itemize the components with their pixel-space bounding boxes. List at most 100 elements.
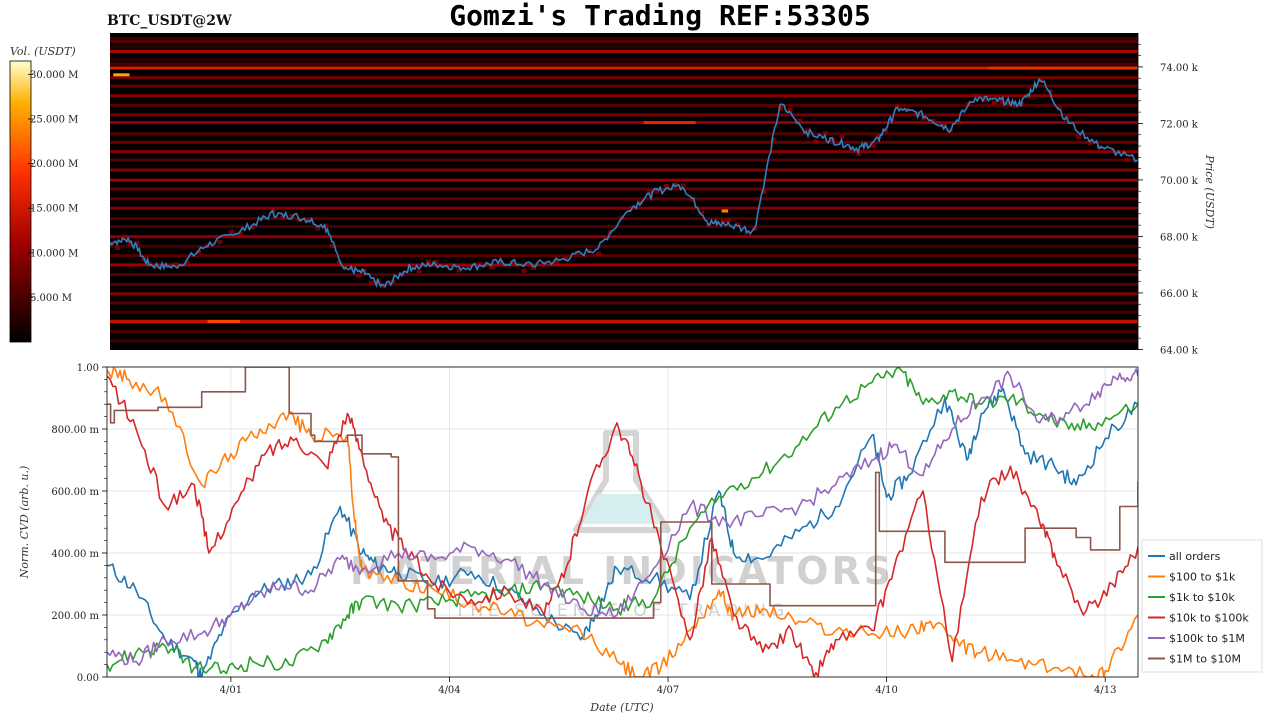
heatmap-level (110, 320, 1138, 324)
heatmap-level (110, 329, 1138, 333)
heatmap-level (110, 339, 1138, 343)
colorbar-ticks: 30.000 M 25.000 M 20.000 M 15.000 M 10.000 M… (28, 70, 78, 304)
trade-dot (368, 280, 374, 285)
price-line (110, 77, 1138, 289)
trade-dot (956, 120, 962, 125)
colorbar-tick-label: 25.000 M (30, 114, 78, 125)
trade-dot (856, 151, 862, 156)
trade-dot (1087, 141, 1093, 146)
cvd-y-tick-label: 800.00 m (51, 425, 99, 436)
heatmap-level (110, 62, 1138, 66)
heatmap-panel: 74.00 k 72.00 k 70.00 k 68.00 k 66.00 k 64.00… (110, 33, 1216, 356)
trade-dot (699, 210, 705, 215)
heatmap-level (110, 49, 1138, 53)
heatmap-level (110, 310, 1138, 314)
cvd-y-axis-label: Norm. CVD (arb. u.) (18, 466, 31, 580)
trade-dot (217, 239, 223, 244)
price-tick-label: 72.00 k (1160, 119, 1199, 130)
cvd-y-tick-label: 0.00 (77, 673, 99, 684)
trade-dot (477, 262, 483, 267)
trade-dot (563, 255, 569, 260)
chart-title: Gomzi's Trading REF:53305 (449, 0, 870, 32)
trade-dot (489, 265, 495, 270)
cvd-x-tick-label: 4/10 (875, 685, 897, 696)
price-axis-label: Price (USDT) (1203, 154, 1216, 229)
heatmap-level (110, 94, 1138, 98)
trade-dot (456, 268, 462, 273)
price-tick-label: 74.00 k (1160, 63, 1199, 74)
trade-dot (184, 260, 190, 265)
heatmap-level (110, 168, 1138, 172)
colorbar-tick-label: 20.000 M (30, 159, 78, 170)
legend-entry: $100k to $1M (1169, 632, 1245, 645)
legend-entry: $100 to $1k (1169, 571, 1236, 584)
trade-dot (680, 183, 686, 188)
heatmap-hot-spot (643, 121, 696, 125)
trade-dot (509, 260, 515, 265)
heatmap-hot-spot (721, 209, 729, 213)
heatmap-hot-spot (207, 319, 241, 323)
cvd-y-tick-label: 400.00 m (51, 549, 99, 560)
heatmap-level (110, 235, 1138, 239)
heatmap-hot-spot (988, 66, 1138, 70)
trade-dot (1013, 103, 1019, 108)
trade-dot (726, 218, 732, 223)
trade-dot (999, 99, 1005, 104)
trade-dot (238, 232, 244, 237)
heatmap-level (110, 158, 1138, 162)
heatmap-level (110, 66, 1138, 70)
trade-dot (1096, 144, 1102, 149)
trade-dot (1124, 157, 1130, 162)
heatmap-level (110, 263, 1138, 267)
heatmap-level (110, 39, 1138, 43)
colorbar-tick-label: 30.000 M (30, 70, 78, 81)
trade-dot (249, 225, 255, 230)
flask-icon (573, 430, 671, 533)
symbol-label: BTC_USDT@2W (107, 13, 232, 29)
heatmap-level (110, 301, 1138, 305)
trade-dot (1056, 106, 1062, 111)
cvd-x-axis: 4/01 4/04 4/07 4/10 4/13 (220, 677, 1116, 696)
trade-dot (554, 259, 560, 264)
heatmap-level (110, 292, 1138, 296)
heatmap-level (110, 282, 1138, 286)
legend-box (1141, 539, 1263, 673)
trade-dot (1076, 135, 1082, 140)
cvd-series (107, 367, 1138, 677)
trade-dot (735, 222, 741, 227)
price-tick-label: 70.00 k (1160, 176, 1199, 187)
trade-dot (433, 259, 439, 264)
price-axis: 74.00 k 72.00 k 70.00 k 68.00 k 66.00 k 64.00… (1137, 33, 1199, 356)
heatmap-level (110, 273, 1138, 277)
heatmap-level (110, 150, 1138, 154)
cvd-y-tick-label: 1.00 (77, 363, 99, 374)
heatmap-hot-spot (113, 73, 130, 77)
trade-dot (425, 259, 431, 264)
heatmap-level (110, 45, 1138, 49)
heatmap-level (110, 244, 1138, 248)
trade-dot (804, 128, 810, 133)
trade-dot (770, 137, 776, 142)
cvd-line-5 (107, 367, 1138, 619)
colorbar (9, 60, 32, 343)
cvd-line-4 (107, 368, 1138, 667)
heatmap-level (110, 113, 1138, 117)
cvd-y-tick-label: 600.00 m (51, 487, 99, 498)
cvd-panel: MATERIAL INDICATORS THE SCIENCE OF TRADI… (18, 363, 1139, 714)
trade-dot (289, 214, 295, 219)
heatmap-level (110, 37, 1138, 41)
legend-entry: $1k to $10k (1169, 591, 1235, 604)
trade-dot (279, 215, 285, 220)
trade-dot (895, 104, 901, 109)
heatmap-level (110, 178, 1138, 182)
legend-entry: $10k to $100k (1169, 612, 1249, 625)
cvd-frame (106, 366, 1139, 678)
heatmap-level (110, 121, 1138, 125)
trade-dot (647, 189, 653, 194)
trade-dot (416, 269, 422, 274)
trade-dot (586, 249, 592, 254)
heatmap-level (110, 206, 1138, 210)
cvd-y-axis: 1.00 800.00 m 600.00 m 400.00 m 200.00 m 0.00 (51, 363, 107, 684)
colorbar-tick-label: 15.000 M (30, 204, 78, 215)
legend-entry: $1M to $10M (1169, 653, 1241, 666)
